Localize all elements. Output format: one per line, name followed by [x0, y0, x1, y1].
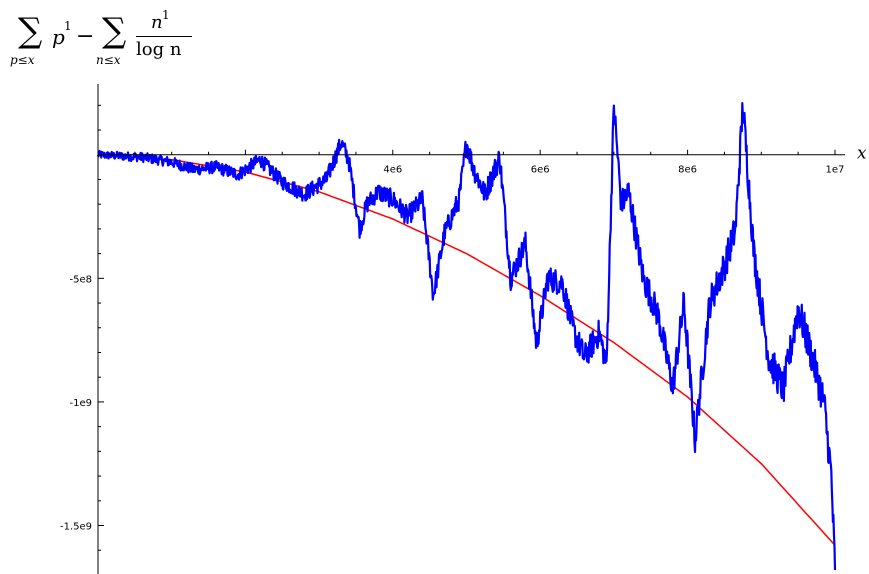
fraction-bar [136, 36, 192, 37]
x-tick-label-3: 1e7 [826, 165, 845, 176]
sum2-index: n≤x [96, 53, 121, 67]
series-line-0 [97, 153, 836, 546]
axes-group: x [97, 84, 867, 574]
x-tick-label-1: 6e6 [531, 165, 550, 176]
x-tick-label-0: 4e6 [383, 165, 402, 176]
fraction-denominator: log n [136, 39, 182, 60]
x-tick-label-2: 8e6 [678, 165, 697, 176]
sum1-term: p [52, 25, 65, 49]
ticks-group: 4e6 6e6 8e6 1e7 -5e8 -1e9 -1.5e9 [60, 104, 845, 551]
sum-symbol-1: ∑ [18, 11, 43, 51]
fraction-numerator-exponent: 1 [162, 8, 170, 22]
chart-title-formula: ∑ p≤x p 1 − ∑ n≤x n 1 log n [10, 8, 270, 78]
x-axis-label: x [857, 144, 867, 164]
sum1-exponent: 1 [64, 19, 72, 33]
sum1-index: p≤x [10, 53, 35, 67]
series-group [96, 102, 837, 571]
minus-sign: − [76, 24, 95, 49]
sum-symbol-2: ∑ [102, 11, 127, 51]
y-tick-label-1: -1e9 [70, 398, 93, 409]
series-line-1 [96, 102, 837, 571]
y-tick-label-0: -5e8 [70, 274, 93, 285]
y-tick-label-2: -1.5e9 [60, 522, 92, 533]
fraction-numerator: n [151, 12, 163, 33]
